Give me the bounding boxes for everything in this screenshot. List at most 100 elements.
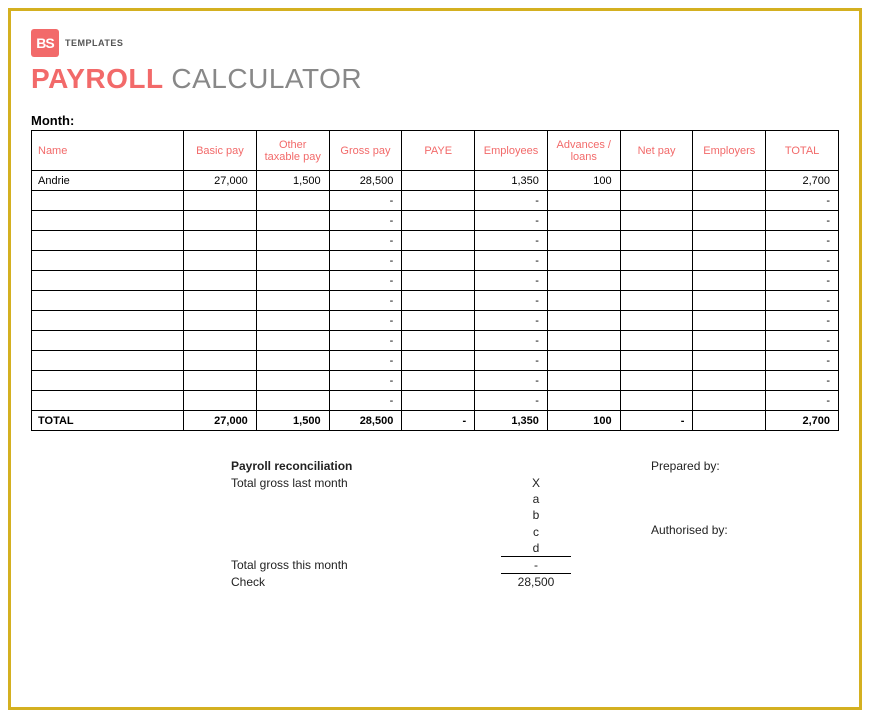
- table-total-row: TOTAL27,0001,50028,500-1,350100-2,700: [32, 411, 839, 431]
- table-row: ---: [32, 371, 839, 391]
- recon-val: -: [501, 557, 571, 574]
- cell-value: [693, 351, 766, 371]
- recon-val: b: [501, 507, 571, 523]
- cell-value: [620, 291, 693, 311]
- cell-value: [184, 251, 257, 271]
- cell-value: -: [766, 311, 839, 331]
- cell-value: [402, 171, 475, 191]
- table-row: ---: [32, 311, 839, 331]
- cell-name: [32, 231, 184, 251]
- recon-signatures: Prepared by: Authorised by:: [651, 459, 728, 590]
- table-row: ---: [32, 351, 839, 371]
- total-value: 27,000: [184, 411, 257, 431]
- cell-name: [32, 331, 184, 351]
- total-value: 100: [547, 411, 620, 431]
- cell-value: -: [475, 231, 548, 251]
- cell-value: -: [766, 351, 839, 371]
- col-net-pay: Net pay: [620, 131, 693, 171]
- cell-value: -: [766, 371, 839, 391]
- cell-value: [693, 391, 766, 411]
- table-row: ---: [32, 251, 839, 271]
- cell-value: [402, 391, 475, 411]
- cell-value: [402, 351, 475, 371]
- cell-value: [693, 291, 766, 311]
- cell-value: -: [329, 191, 402, 211]
- cell-value: 100: [547, 171, 620, 191]
- cell-name: [32, 291, 184, 311]
- cell-value: -: [475, 351, 548, 371]
- total-value: [693, 411, 766, 431]
- cell-name: [32, 371, 184, 391]
- cell-value: [547, 331, 620, 351]
- recon-val: 28,500: [501, 574, 571, 590]
- cell-value: -: [329, 291, 402, 311]
- cell-value: [402, 251, 475, 271]
- cell-value: [402, 331, 475, 351]
- cell-value: [256, 311, 329, 331]
- cell-value: [620, 271, 693, 291]
- cell-value: [547, 191, 620, 211]
- recon-label: Total gross this month: [231, 557, 348, 574]
- cell-value: 2,700: [766, 171, 839, 191]
- cell-value: [256, 291, 329, 311]
- table-row: ---: [32, 191, 839, 211]
- cell-value: [402, 311, 475, 331]
- cell-name: [32, 251, 184, 271]
- table-header-row: Name Basic pay Other taxable pay Gross p…: [32, 131, 839, 171]
- col-paye: PAYE: [402, 131, 475, 171]
- cell-name: [32, 311, 184, 331]
- col-employers: Employers: [693, 131, 766, 171]
- cell-value: -: [766, 331, 839, 351]
- recon-heading: Payroll reconciliation: [231, 459, 571, 473]
- cell-value: 1,350: [475, 171, 548, 191]
- cell-value: [547, 271, 620, 291]
- cell-value: -: [475, 211, 548, 231]
- table-row: ---: [32, 231, 839, 251]
- table-row: ---: [32, 291, 839, 311]
- cell-name: Andrie: [32, 171, 184, 191]
- cell-value: [620, 351, 693, 371]
- cell-value: [547, 231, 620, 251]
- cell-value: [620, 171, 693, 191]
- cell-value: -: [766, 291, 839, 311]
- cell-value: -: [329, 231, 402, 251]
- cell-value: [184, 291, 257, 311]
- cell-value: 1,500: [256, 171, 329, 191]
- cell-value: -: [475, 291, 548, 311]
- logo: BS TEMPLATES: [31, 29, 839, 57]
- cell-value: -: [329, 351, 402, 371]
- cell-value: -: [475, 251, 548, 271]
- col-total: TOTAL: [766, 131, 839, 171]
- title-part2: CALCULATOR: [171, 63, 362, 94]
- cell-value: [184, 271, 257, 291]
- cell-value: -: [475, 191, 548, 211]
- payroll-table: Name Basic pay Other taxable pay Gross p…: [31, 130, 839, 431]
- cell-value: 27,000: [184, 171, 257, 191]
- recon-val: c: [501, 524, 571, 540]
- cell-value: [256, 211, 329, 231]
- cell-value: [547, 311, 620, 331]
- cell-value: [256, 331, 329, 351]
- cell-value: [547, 371, 620, 391]
- cell-value: -: [766, 191, 839, 211]
- cell-value: [693, 211, 766, 231]
- cell-value: [620, 371, 693, 391]
- total-value: -: [620, 411, 693, 431]
- cell-value: [184, 231, 257, 251]
- col-gross-pay: Gross pay: [329, 131, 402, 171]
- total-value: -: [402, 411, 475, 431]
- cell-value: [547, 291, 620, 311]
- authorised-by-label: Authorised by:: [651, 523, 728, 537]
- cell-value: [693, 331, 766, 351]
- cell-value: 28,500: [329, 171, 402, 191]
- title-part1: PAYROLL: [31, 63, 163, 94]
- cell-value: [402, 231, 475, 251]
- table-row: ---: [32, 391, 839, 411]
- cell-value: [693, 311, 766, 331]
- cell-value: [547, 391, 620, 411]
- logo-mark: BS: [31, 29, 59, 57]
- cell-value: [620, 231, 693, 251]
- cell-name: [32, 191, 184, 211]
- col-other-taxable: Other taxable pay: [256, 131, 329, 171]
- cell-value: -: [766, 251, 839, 271]
